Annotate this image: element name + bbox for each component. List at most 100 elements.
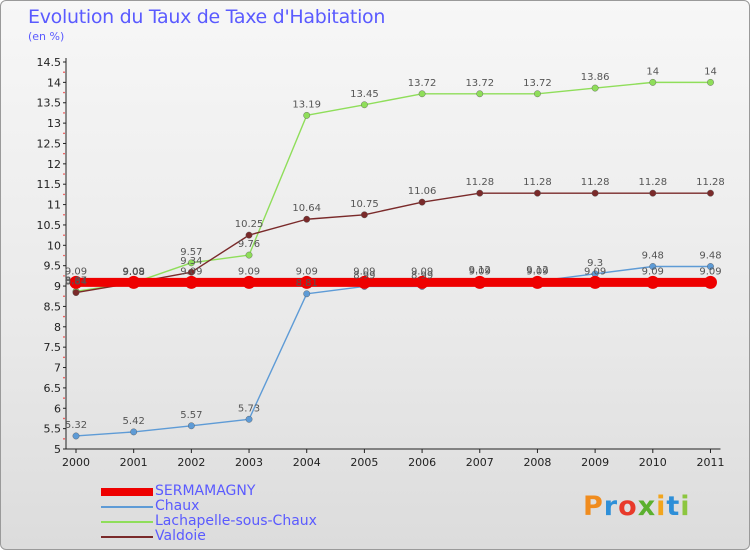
y-minor-dot	[63, 376, 65, 379]
data-label-sermamagny: 9.09	[584, 266, 606, 277]
y-tick-label: 7	[54, 362, 61, 375]
data-label-lachapelle-sous-chaux: 14	[704, 66, 717, 77]
series-line-valdoie	[75, 192, 711, 294]
data-label-chaux: 5.42	[123, 416, 145, 427]
legend-item-valdoie: Valdoie	[101, 529, 317, 544]
data-label-chaux: 9.48	[642, 250, 664, 261]
x-tick-label: 2002	[177, 456, 205, 469]
point-sermamagny	[415, 275, 429, 289]
point-sermamagny	[473, 275, 487, 289]
y-tick-label: 11	[47, 199, 61, 212]
data-label-sermamagny: 9.09	[65, 266, 87, 277]
y-tick-label: 8	[54, 321, 61, 334]
legend: SERMAMAGNY Chaux Lachapelle-sous-Chaux V…	[101, 484, 317, 544]
y-tick-label: 6	[54, 402, 61, 415]
y-tick-label: 10.5	[37, 219, 62, 232]
legend-label-sermamagny: SERMAMAGNY	[155, 483, 256, 499]
y-minor-dot	[63, 91, 65, 94]
data-label-chaux: 8.81	[296, 278, 318, 289]
data-label-valdoie: 8.84	[65, 277, 87, 288]
y-tick-label: 11.5	[37, 178, 62, 191]
x-tick-label: 2006	[408, 456, 436, 469]
y-minor-dot	[63, 417, 65, 420]
data-label-valdoie: 11.28	[523, 177, 552, 188]
point-lachapelle-sous-chaux	[360, 101, 368, 109]
y-minor-dot	[63, 173, 65, 175]
data-label-valdoie: 11.28	[638, 177, 667, 188]
point-lachapelle-sous-chaux	[303, 111, 311, 119]
data-label-lachapelle-sous-chaux: 13.72	[465, 78, 494, 89]
y-tick-label: 12.5	[37, 137, 62, 150]
y-tick-label: 5.5	[44, 423, 62, 436]
legend-label-valdoie: Valdoie	[155, 528, 206, 544]
y-tick-label: 6.5	[44, 382, 62, 395]
y-tick-label: 5	[54, 443, 61, 456]
series-line-chaux	[75, 265, 711, 437]
point-chaux	[72, 432, 80, 440]
y-tick-label: 13	[47, 117, 61, 130]
y-minor-dot	[63, 254, 65, 257]
y-minor-dot	[63, 438, 65, 440]
y-minor-dot	[63, 397, 65, 399]
point-sermamagny	[69, 275, 83, 289]
y-tick-label: 8.5	[44, 300, 62, 313]
x-tick-label: 2010	[639, 456, 667, 469]
y-tick-label: 14.5	[37, 56, 62, 69]
data-label-chaux: 9.12	[469, 265, 491, 276]
data-label-chaux: 8.99	[411, 270, 433, 281]
point-chaux	[303, 290, 311, 298]
data-label-valdoie: 11.28	[696, 177, 725, 188]
data-label-lachapelle-sous-chaux: 9.76	[238, 239, 260, 250]
data-label-chaux: 5.73	[238, 403, 260, 414]
y-minor-dot	[63, 112, 65, 114]
point-chaux	[187, 422, 195, 430]
legend-swatch-chaux	[101, 505, 153, 508]
point-sermamagny	[530, 275, 544, 289]
point-sermamagny	[357, 275, 371, 289]
legend-item-lachapelle: Lachapelle-sous-Chaux	[101, 514, 317, 529]
point-lachapelle-sous-chaux	[245, 251, 253, 259]
data-label-valdoie: 11.28	[581, 177, 610, 188]
point-valdoie	[476, 189, 484, 197]
data-label-valdoie: 11.28	[465, 177, 494, 188]
point-sermamagny	[588, 275, 602, 289]
y-tick-label: 12	[47, 158, 61, 171]
y-tick-label: 9	[54, 280, 61, 293]
point-valdoie	[534, 189, 541, 197]
point-valdoie	[303, 215, 311, 223]
data-label-chaux: 8.99	[353, 270, 375, 281]
point-valdoie	[707, 189, 714, 197]
data-label-valdoie: 10.75	[350, 199, 379, 210]
point-sermamagny	[646, 275, 660, 289]
data-label-chaux: 9.48	[699, 250, 721, 261]
data-label-chaux: 9.3	[587, 258, 603, 269]
x-tick-label: 2008	[523, 456, 551, 469]
series-line-lachapelle-sous-chaux	[75, 81, 711, 293]
point-chaux	[707, 263, 714, 270]
point-valdoie	[360, 211, 368, 219]
x-tick-label: 2000	[62, 456, 90, 469]
y-tick-label: 13.5	[37, 97, 62, 110]
legend-swatch-valdoie	[101, 535, 153, 538]
y-minor-dot	[63, 295, 65, 298]
data-label-sermamagny: 9.09	[469, 266, 491, 277]
point-lachapelle-sous-chaux	[707, 78, 714, 86]
x-tick-label: 2005	[350, 456, 378, 469]
y-minor-dot	[63, 152, 65, 155]
x-tick-label: 2003	[235, 456, 263, 469]
data-label-valdoie: 11.06	[408, 186, 437, 197]
y-tick-label: 9.5	[44, 260, 62, 273]
data-label-chaux: 9.12	[526, 265, 548, 276]
data-label-sermamagny: 9.09	[238, 266, 260, 277]
legend-swatch-sermamagny	[101, 487, 153, 496]
point-valdoie	[72, 289, 80, 296]
legend-label-chaux: Chaux	[155, 498, 200, 514]
point-valdoie	[187, 268, 195, 276]
data-label-sermamagny: 9.09	[180, 266, 202, 277]
y-tick-label: 10	[47, 239, 61, 252]
data-label-sermamagny: 9.09	[642, 266, 664, 277]
data-label-sermamagny: 9.09	[411, 266, 433, 277]
data-label-chaux: 5.57	[180, 410, 202, 421]
data-label-lachapelle-sous-chaux: 13.72	[408, 78, 437, 89]
